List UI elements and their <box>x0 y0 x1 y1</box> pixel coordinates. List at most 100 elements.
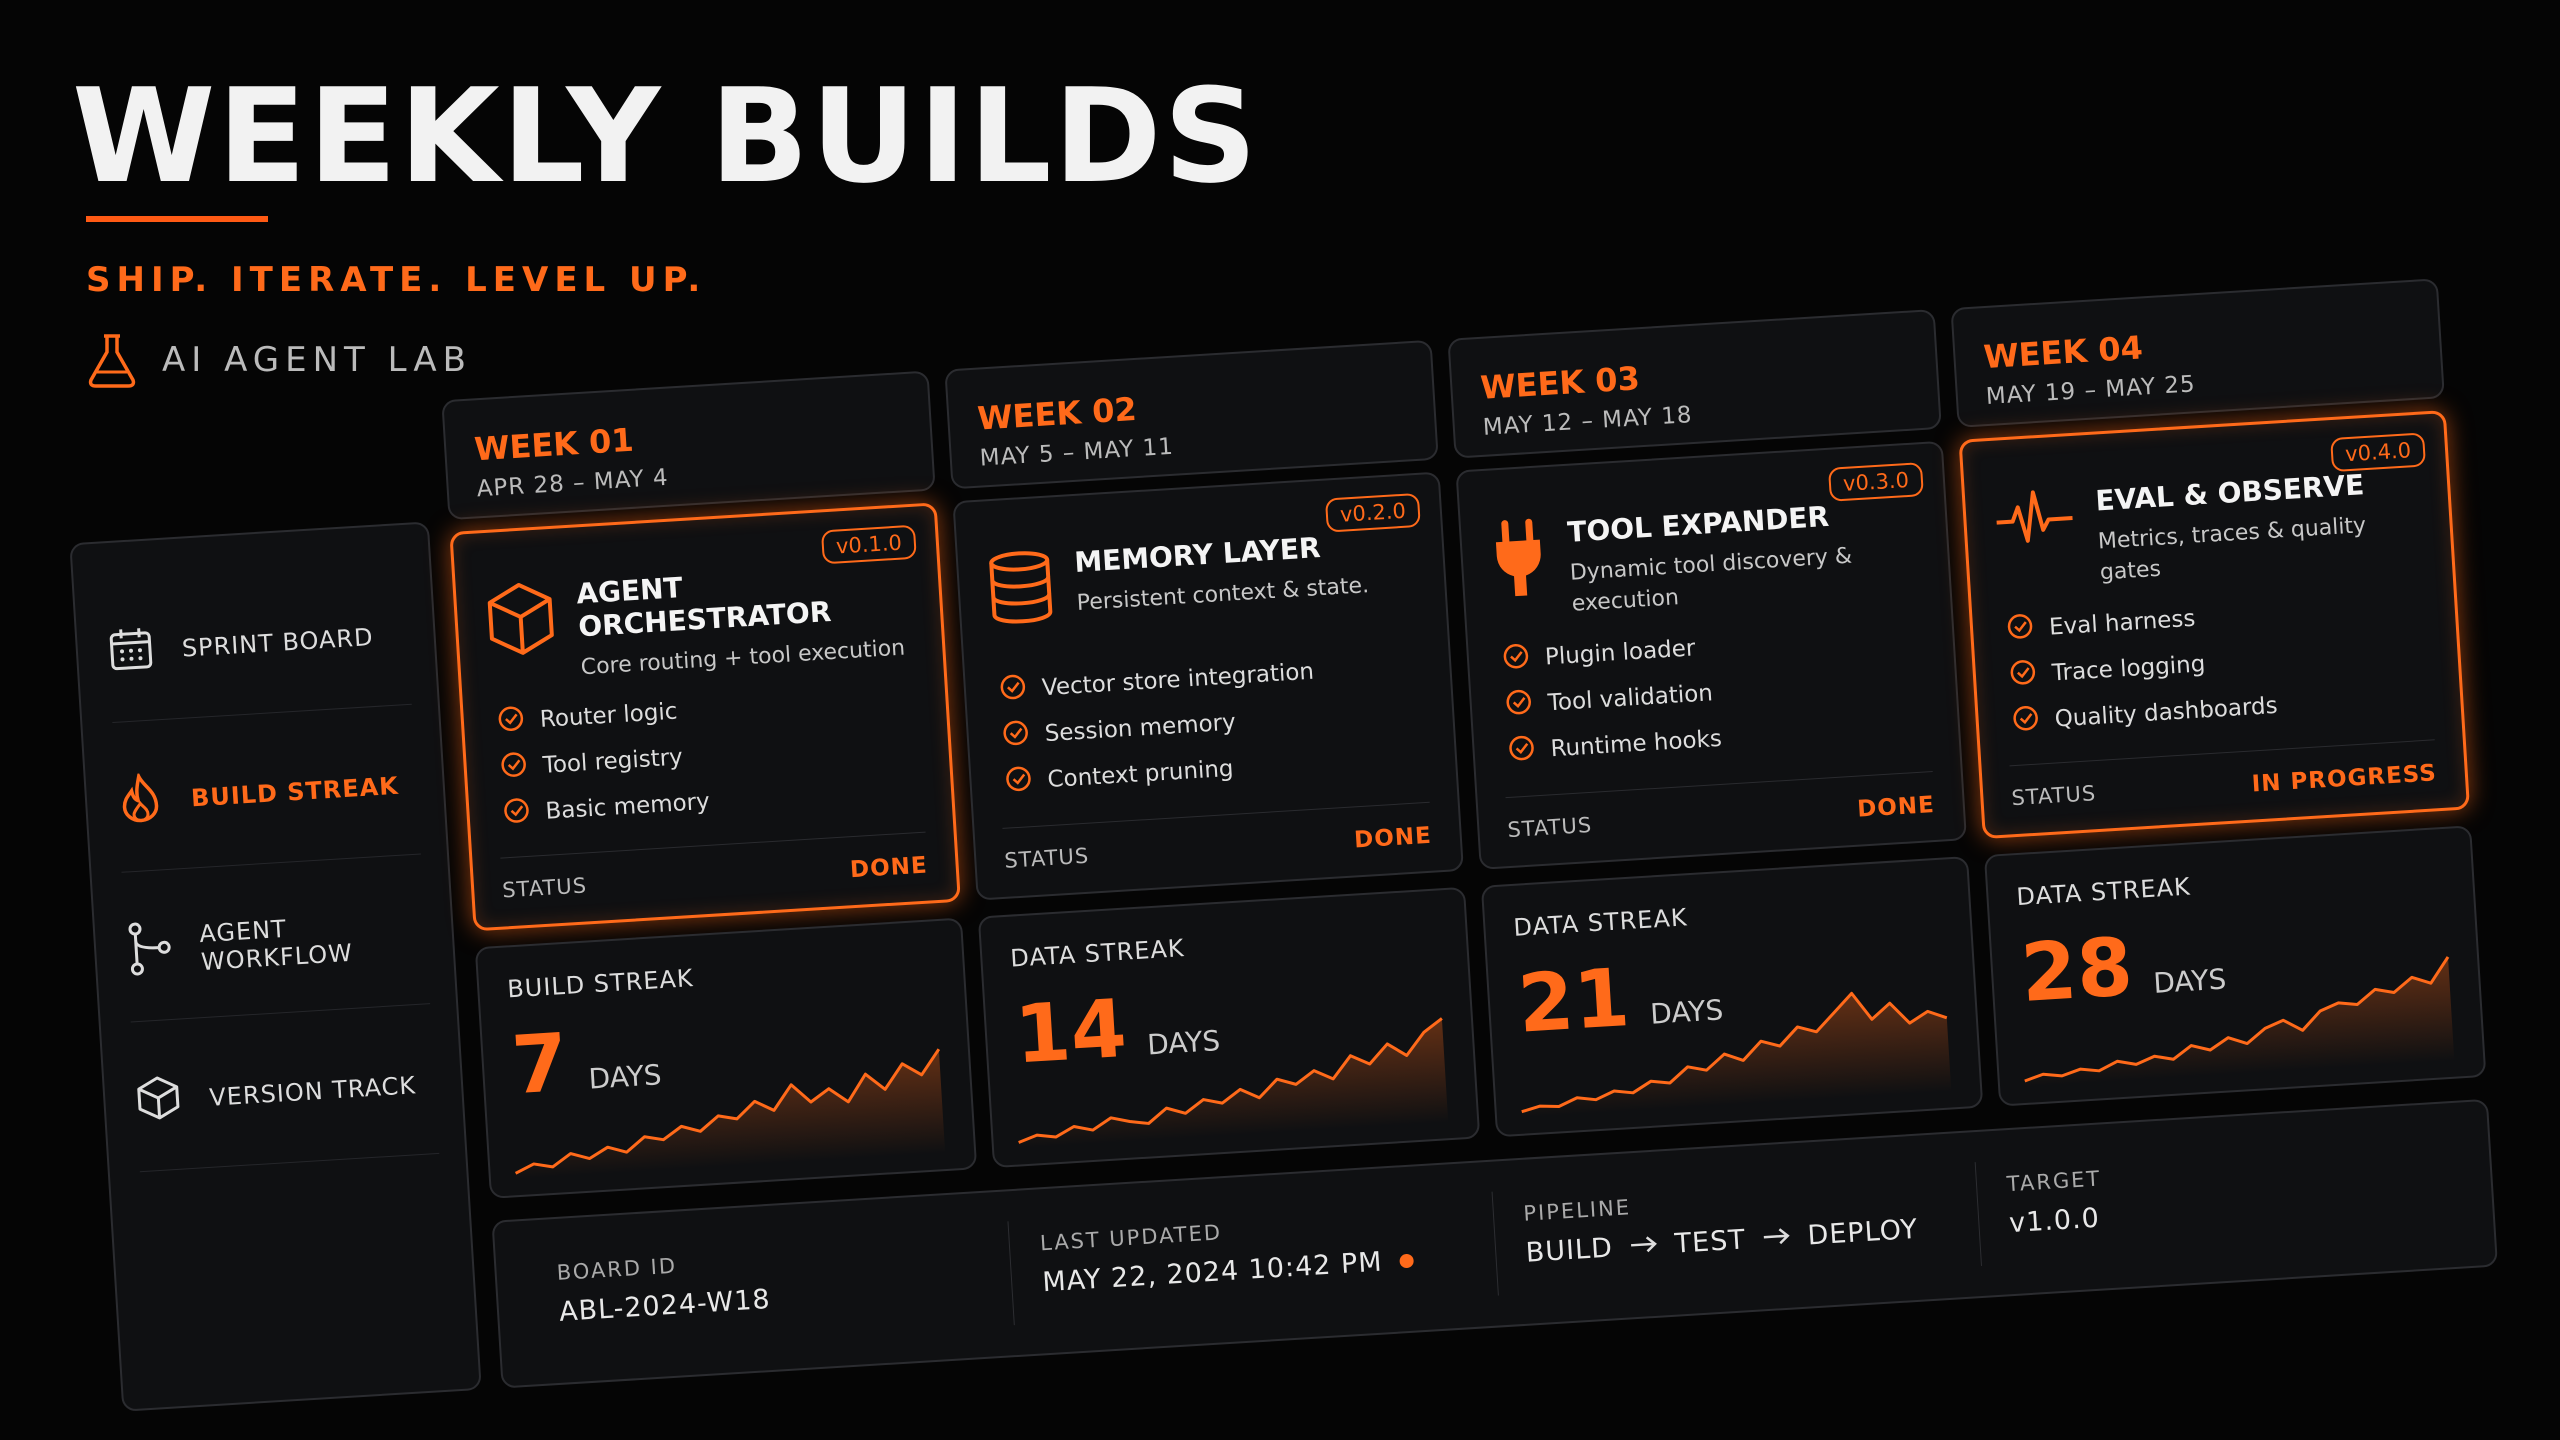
board: SPRINT BOARD BUILD STREAK AGENT WORKFLOW VE… <box>62 278 2498 1412</box>
streak-card: BUILD STREAK 7 DAYS <box>474 917 978 1199</box>
card-head: TOOL EXPANDER Dynamic tool discovery & ex… <box>1489 495 1923 631</box>
card-title: MEMORY LAYER <box>1073 531 1322 579</box>
spark-area <box>2024 956 2455 1087</box>
check-item: Quality dashboards <box>2012 680 2433 738</box>
project-card: v0.3.0 TOOL EXPANDER Dynamic tool discover… <box>1455 440 1967 870</box>
week-header: WEEK 02 MAY 5 – MAY 11 <box>944 339 1439 490</box>
check-item: Tool registry <box>500 727 921 785</box>
week-header: WEEK 03 MAY 12 – MAY 18 <box>1447 309 1942 459</box>
week-column: WEEK 04 MAY 19 – MAY 25 v0.4.0 EVAL & OBSER… <box>1950 278 2487 1116</box>
spark-area <box>515 1049 946 1180</box>
pipeline-step: BUILD <box>1524 1232 1614 1269</box>
spark-line <box>1521 991 1948 1114</box>
nav-icon <box>134 1073 183 1128</box>
check-icon <box>1502 642 1530 676</box>
check-item: Runtime hooks <box>1508 710 1931 768</box>
tagline: SHIP. ITERATE. LEVEL UP. <box>86 260 707 300</box>
card-text: MEMORY LAYER Persistent context & state. <box>1073 528 1372 656</box>
status-value: DONE <box>849 852 929 884</box>
status-row: STATUS DONE <box>500 831 929 905</box>
card-head: MEMORY LAYER Persistent context & state. <box>986 525 1420 661</box>
week-column: WEEK 02 MAY 5 – MAY 11 v0.2.0 MEMORY LAYER P… <box>944 339 1481 1178</box>
check-text: Vector store integration <box>1041 658 1315 702</box>
check-item: Context pruning <box>1005 741 1428 799</box>
footer: BOARD ID ABL-2024-W18 LAST UPDATED MAY 22,… <box>491 1098 2498 1389</box>
nav-icon <box>116 770 165 831</box>
project-card: v0.4.0 EVAL & OBSERVE Metrics, traces & qu… <box>1958 410 2471 840</box>
card-text: EVAL & OBSERVE Metrics, traces & quality … <box>2095 465 2425 595</box>
sparkline <box>514 1048 946 1180</box>
version-badge: v0.4.0 <box>2330 432 2427 473</box>
nav-label: SPRINT BOARD <box>181 622 375 663</box>
card-text: TOOL EXPANDER Dynamic tool discovery & ex… <box>1566 495 1922 626</box>
board-main: BOARD ID ABL-2024-W18 LAST UPDATED MAY 22,… <box>441 278 2498 1389</box>
check-text: Trace logging <box>2051 651 2207 687</box>
check-text: Tool validation <box>1547 680 1714 717</box>
week-header: WEEK 01 APR 28 – MAY 4 <box>441 370 936 521</box>
card-title: EVAL & OBSERVE <box>2094 468 2366 518</box>
streak-card: DATA STREAK 21 DAYS <box>1480 856 1984 1138</box>
check-icon <box>999 673 1027 707</box>
pipeline-step: TEST <box>1673 1224 1747 1260</box>
check-icon <box>1002 719 1030 753</box>
sparkline <box>1521 991 1952 1118</box>
status-label: STATUS <box>1003 843 1090 873</box>
card-head: AGENT ORCHESTRATOR Core routing + tool ex… <box>484 557 916 693</box>
streak-label: DATA STREAK <box>1512 903 1689 942</box>
check-icon <box>503 797 531 831</box>
status-value: DONE <box>1353 822 1433 854</box>
card-subtitle: Persistent context & state. <box>1076 573 1370 616</box>
nav-item[interactable]: SPRINT BOARD <box>103 565 412 724</box>
check-item: Router logic <box>497 681 918 739</box>
flask-icon <box>88 334 136 388</box>
check-text: Basic memory <box>544 788 711 825</box>
check-item: Session memory <box>1002 695 1425 753</box>
week-header: WEEK 04 MAY 19 – MAY 25 <box>1950 278 2445 428</box>
check-item: Vector store integration <box>999 649 1422 707</box>
nav-icon <box>124 918 174 983</box>
status-value: DONE <box>1856 791 1936 823</box>
version-badge: v0.1.0 <box>821 524 917 565</box>
check-text: Eval harness <box>2048 605 2197 641</box>
check-icon <box>1005 765 1033 799</box>
pipeline-arrow <box>1761 1222 1793 1255</box>
footer-cell: TARGET v1.0.0 <box>1975 1133 2464 1266</box>
streak-label: BUILD STREAK <box>506 964 695 1004</box>
spark-line <box>514 1048 941 1175</box>
lab-label: AI AGENT LAB <box>86 332 472 388</box>
check-text: Tool registry <box>541 744 684 779</box>
card-icon <box>986 547 1059 661</box>
nav-item[interactable]: VERSION TRACK <box>131 1014 440 1173</box>
check-icon <box>2009 659 2037 693</box>
footer-cell: PIPELINE BUILD TEST DEPLOY <box>1492 1162 1982 1296</box>
footer-cell: BOARD ID ABL-2024-W18 <box>525 1221 1016 1355</box>
week-column: WEEK 01 APR 28 – MAY 4 v0.1.0 AGENT ORCHEST… <box>441 370 978 1209</box>
project-card: v0.1.0 AGENT ORCHESTRATOR Core routing + t… <box>449 502 961 932</box>
streak-card: DATA STREAK 14 DAYS <box>977 886 1481 1169</box>
check-text: Quality dashboards <box>2053 692 2279 733</box>
status-label: STATUS <box>501 873 588 903</box>
card-icon <box>1993 486 2080 601</box>
nav-item[interactable]: AGENT WORKFLOW <box>122 864 431 1023</box>
status-label: STATUS <box>1506 812 1593 843</box>
pipeline-arrow <box>1628 1230 1660 1263</box>
version-badge: v0.2.0 <box>1325 492 1421 533</box>
status-row: STATUS DONE <box>1002 801 1433 875</box>
sparkline <box>2024 956 2455 1087</box>
project-card: v0.2.0 MEMORY LAYER Persistent context & s… <box>952 471 1464 901</box>
status-label: STATUS <box>2010 781 2097 811</box>
spark-line <box>1018 1017 1443 1144</box>
version-badge: v0.3.0 <box>1828 462 1924 502</box>
nav-item[interactable]: BUILD STREAK <box>112 714 421 873</box>
streak-label: DATA STREAK <box>2015 872 2192 912</box>
sparkline <box>1018 1017 1449 1149</box>
nav-label: AGENT WORKFLOW <box>198 914 354 976</box>
footer-cell: LAST UPDATED MAY 22, 2024 10:42 PM <box>1008 1191 1499 1326</box>
card-subtitle: Dynamic tool discovery & execution <box>1569 543 1853 617</box>
card-icon <box>1489 517 1552 630</box>
streak-label: DATA STREAK <box>1009 934 1186 973</box>
spark-area <box>1521 993 1952 1118</box>
lab-text: AI AGENT LAB <box>162 340 472 380</box>
week-column: WEEK 03 MAY 12 – MAY 18 v0.3.0 TOOL EXPANDE… <box>1447 309 1984 1147</box>
check-icon <box>497 705 525 739</box>
